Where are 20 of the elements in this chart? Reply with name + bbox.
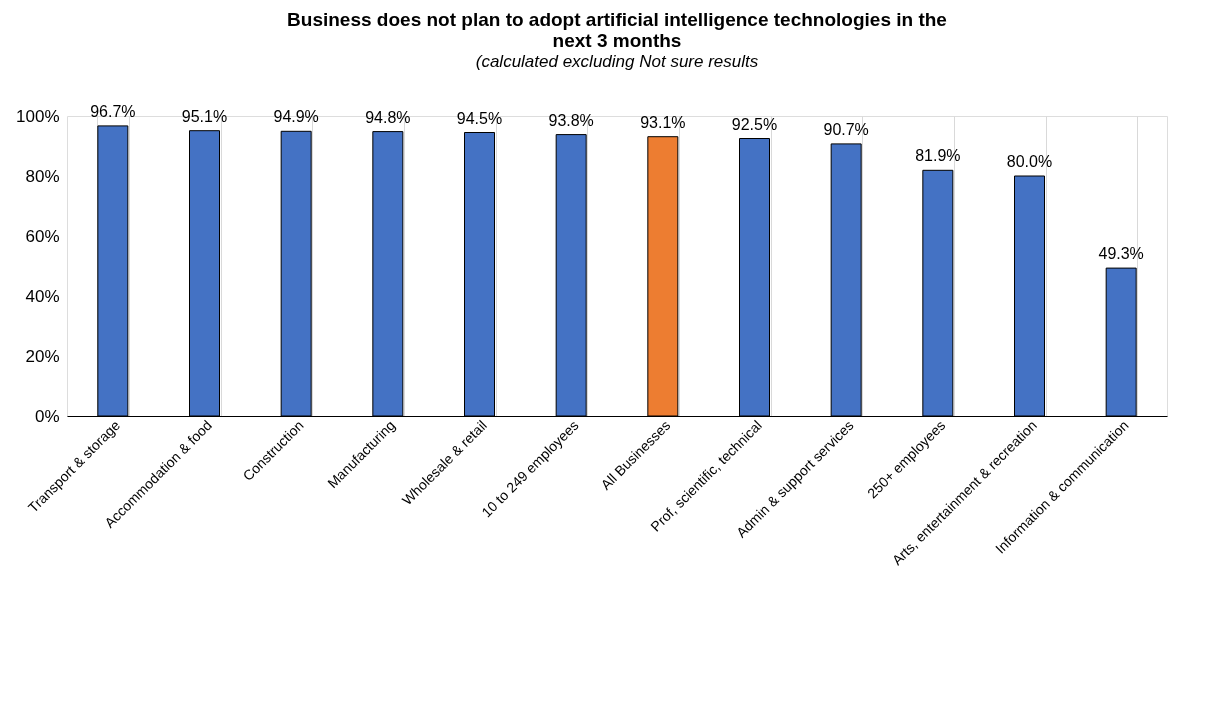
data-label: 93.8% [548, 111, 594, 129]
data-label: 94.5% [456, 109, 503, 127]
data-label: 92.5% [731, 115, 778, 133]
data-label: 80.0% [1006, 153, 1053, 170]
chart-title: Business does not plan to adopt artificial intelligence technologies in the next 3 months [287, 8, 947, 51]
data-label: 94.8% [365, 108, 411, 126]
data-label: 96.7% [90, 102, 136, 120]
y-tick-label: 0% [34, 406, 60, 426]
y-tick-label: 20% [25, 346, 60, 366]
y-tick-label: 100% [16, 106, 60, 126]
y-tick-label: 80% [25, 166, 60, 186]
chart-subtitle: (calculated excluding Not sure results [475, 51, 759, 71]
y-tick-label: 40% [25, 286, 60, 306]
data-label: 93.1% [640, 113, 686, 131]
data-label: 90.7% [823, 120, 869, 138]
data-label: 94.9% [273, 108, 319, 126]
y-tick-label: 60% [25, 226, 60, 246]
data-label: 95.1% [181, 107, 228, 125]
data-label: 49.3% [1098, 245, 1144, 263]
data-label: 81.9% [915, 147, 961, 165]
